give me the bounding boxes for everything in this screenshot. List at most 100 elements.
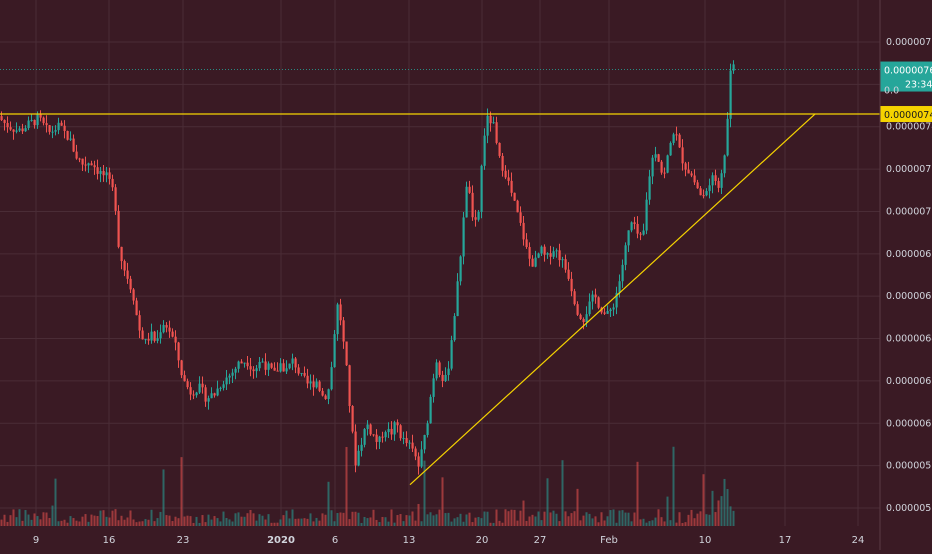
candle-body <box>528 247 531 259</box>
annotations <box>0 69 880 486</box>
volume-bar <box>348 519 351 526</box>
volume-bar <box>360 522 363 526</box>
candle-body <box>558 250 561 261</box>
volume-bar <box>435 514 438 526</box>
candle-body <box>450 340 453 369</box>
volume-bar <box>393 522 396 526</box>
candle-body <box>726 118 729 156</box>
candle-body <box>696 182 699 189</box>
volume-bar <box>453 518 456 526</box>
candle-body <box>324 395 327 400</box>
candle-body <box>93 165 96 168</box>
candle-body <box>99 170 102 174</box>
volume-bar <box>0 519 3 526</box>
candle-body <box>3 120 6 124</box>
candle-body <box>615 292 618 308</box>
volume-bars <box>0 446 735 526</box>
candle-body <box>348 365 351 406</box>
volume-bar <box>417 503 420 526</box>
volume-bar <box>687 514 690 526</box>
candle-body <box>588 301 591 315</box>
time-axis-tick-label: 27 <box>534 535 547 546</box>
volume-bar <box>225 517 228 526</box>
candle-body <box>663 172 666 174</box>
volume-bar <box>411 511 414 526</box>
volume-bar <box>201 515 204 526</box>
candle-body <box>222 384 225 388</box>
candle-body <box>120 246 123 262</box>
volume-bar <box>279 519 282 526</box>
volume-bar <box>228 519 231 526</box>
volume-bar <box>615 522 618 526</box>
candle-body <box>84 164 87 166</box>
price-scale-background <box>880 0 932 550</box>
volume-bar <box>36 516 39 526</box>
candle-body <box>522 222 525 240</box>
candle-body <box>369 424 372 435</box>
volume-bar <box>531 514 534 526</box>
volume-bar <box>276 522 279 526</box>
volume-bar <box>402 521 405 526</box>
volume-bar <box>345 446 348 526</box>
volume-bar <box>267 514 270 526</box>
volume-bar <box>711 490 714 526</box>
candle-body <box>336 304 339 335</box>
volume-bar <box>21 520 24 526</box>
candle-body <box>174 336 177 343</box>
volume-bar <box>540 520 543 526</box>
candle-body <box>270 363 273 368</box>
candle-body <box>597 297 600 308</box>
volume-bar <box>480 518 483 526</box>
volume-bar <box>237 512 240 526</box>
volume-bar <box>462 521 465 526</box>
candle-body <box>78 158 81 160</box>
candle-body <box>681 147 684 164</box>
volume-bar <box>192 522 195 526</box>
candle-body <box>48 125 51 132</box>
volume-bar <box>555 513 558 526</box>
candle-body <box>363 429 366 445</box>
volume-bar <box>153 521 156 526</box>
volume-bar <box>630 521 633 526</box>
volume-bar <box>639 519 642 526</box>
candle-body <box>210 393 213 399</box>
candle-body <box>444 374 447 381</box>
candle-body <box>33 119 36 126</box>
ascending-trend-line[interactable] <box>409 113 816 486</box>
volume-bar <box>597 522 600 526</box>
volume-bar <box>543 511 546 526</box>
volume-bar <box>114 509 117 526</box>
volume-bar <box>255 520 258 526</box>
candle-body <box>678 134 681 148</box>
candle-body <box>489 115 492 124</box>
price-axis-tick-label: 0.00000740 <box>886 122 932 133</box>
time-axis-tick-label: 6 <box>332 535 338 546</box>
volume-bar <box>450 521 453 526</box>
axes: 0.00000746 0.00000767 23:34 0.0 0.00000560 0.… <box>33 37 932 546</box>
candle-body <box>75 151 78 159</box>
price-axis-tick-label: 0.00000720 <box>886 164 932 175</box>
candle-body <box>576 304 579 315</box>
candle-body <box>630 222 633 231</box>
candle-body <box>339 304 342 321</box>
candle-body <box>105 172 108 176</box>
volume-bar <box>579 520 582 526</box>
candle-body <box>279 363 282 372</box>
volume-bar <box>198 522 201 526</box>
volume-bar <box>726 489 729 526</box>
volume-bar <box>342 512 345 526</box>
volume-bar <box>6 521 9 526</box>
candle-body <box>90 163 93 166</box>
candle-body <box>303 372 306 376</box>
candle-body <box>510 180 513 193</box>
candle-body <box>108 172 111 179</box>
volume-bar <box>501 522 504 526</box>
candle-body <box>534 257 537 267</box>
volume-bar <box>294 518 297 526</box>
volume-bar <box>315 517 318 526</box>
volume-bar <box>468 512 471 526</box>
volume-bar <box>3 514 6 526</box>
candle-body <box>87 163 90 166</box>
